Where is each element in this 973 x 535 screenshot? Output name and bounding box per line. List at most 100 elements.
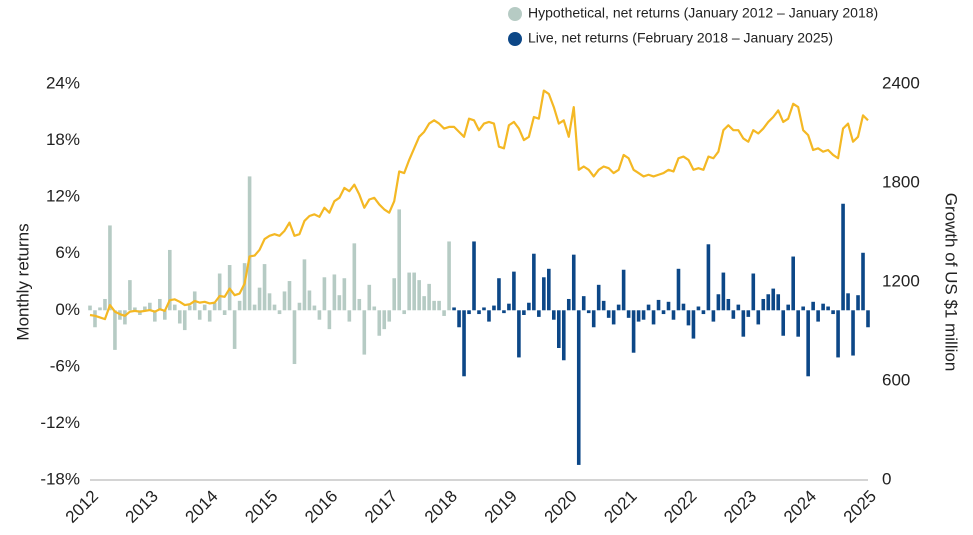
bar: [761, 298, 766, 311]
bar: [143, 306, 147, 311]
x-tick-label: 2020: [541, 487, 581, 527]
bar: [332, 274, 337, 311]
bar: [312, 305, 317, 311]
bar: [402, 310, 406, 315]
y-tick-label: -18%: [40, 469, 80, 488]
bar: [287, 281, 292, 311]
bar: [322, 277, 327, 311]
bar: [447, 241, 451, 311]
bar: [397, 209, 402, 311]
bar: [676, 268, 681, 311]
bar: [367, 284, 372, 311]
legend-swatch: [508, 7, 522, 21]
bar: [631, 310, 636, 353]
y2-tick-label: 0: [882, 469, 891, 488]
bar: [133, 307, 137, 311]
bar: [821, 303, 825, 311]
x-tick-label: 2013: [122, 487, 162, 527]
bar: [616, 304, 621, 311]
bar: [621, 269, 626, 311]
y-tick-label: 12%: [46, 187, 80, 206]
bar: [591, 310, 596, 328]
bar: [601, 300, 606, 311]
bar: [566, 298, 571, 311]
bar: [187, 305, 192, 311]
bar: [806, 310, 810, 377]
x-tick-label: 2019: [481, 487, 521, 527]
bar: [691, 310, 696, 339]
bar: [706, 244, 711, 311]
bar: [407, 272, 411, 311]
bar: [382, 310, 387, 330]
bar: [576, 310, 581, 465]
bar: [232, 310, 237, 349]
bar: [267, 293, 272, 311]
bar: [297, 302, 302, 311]
x-tick-label: 2023: [720, 487, 760, 527]
x-tick-label: 2025: [840, 487, 880, 527]
bar: [362, 310, 367, 355]
y-tick-label: 18%: [46, 130, 80, 149]
bar: [581, 296, 586, 311]
bar: [547, 268, 551, 311]
bar: [262, 264, 267, 311]
bar: [412, 272, 416, 311]
bar: [98, 307, 102, 311]
bar: [661, 310, 666, 315]
bar: [242, 263, 247, 311]
bar: [88, 305, 92, 311]
x-tick-label: 2016: [301, 487, 341, 527]
bar: [282, 291, 287, 311]
bar: [302, 259, 307, 311]
bar: [716, 294, 721, 311]
bar: [437, 300, 441, 311]
bar: [462, 310, 466, 377]
bar: [342, 278, 347, 311]
bar: [816, 310, 820, 322]
bar: [392, 278, 397, 311]
bar: [532, 253, 536, 311]
y-axis-title: Monthly returns: [13, 223, 32, 340]
bar: [507, 303, 511, 311]
bar: [172, 304, 177, 311]
bar: [357, 298, 362, 311]
bar: [696, 306, 701, 311]
bar: [666, 301, 671, 311]
bar: [606, 310, 611, 318]
bar: [317, 310, 322, 320]
bar: [372, 306, 377, 311]
bar: [467, 310, 471, 315]
bar: [212, 302, 217, 311]
bar: [292, 310, 297, 365]
bar: [711, 310, 716, 322]
bar: [756, 310, 761, 325]
x-tick-label: 2021: [600, 487, 640, 527]
bar: [751, 273, 756, 311]
bar: [477, 310, 481, 315]
legend-label: Hypothetical, net returns (January 2012 …: [528, 5, 878, 21]
bar: [347, 310, 352, 322]
bar: [736, 304, 741, 311]
bar: [252, 304, 257, 311]
bar: [586, 310, 591, 314]
y2-tick-label: 1800: [882, 172, 920, 191]
bar: [801, 306, 805, 311]
bar: [158, 298, 162, 311]
bar: [641, 310, 646, 320]
bar: [247, 176, 252, 311]
bar: [856, 295, 860, 311]
bar: [422, 296, 426, 311]
bar: [636, 310, 641, 322]
bar: [217, 273, 222, 311]
y-tick-label: 24%: [46, 73, 80, 92]
bar: [123, 310, 127, 325]
bar: [542, 277, 546, 311]
bar: [377, 310, 382, 336]
bar: [197, 310, 202, 320]
bar: [656, 299, 661, 311]
bar: [352, 243, 357, 311]
bar: [771, 288, 776, 311]
bar: [337, 295, 342, 311]
bar: [103, 298, 107, 311]
